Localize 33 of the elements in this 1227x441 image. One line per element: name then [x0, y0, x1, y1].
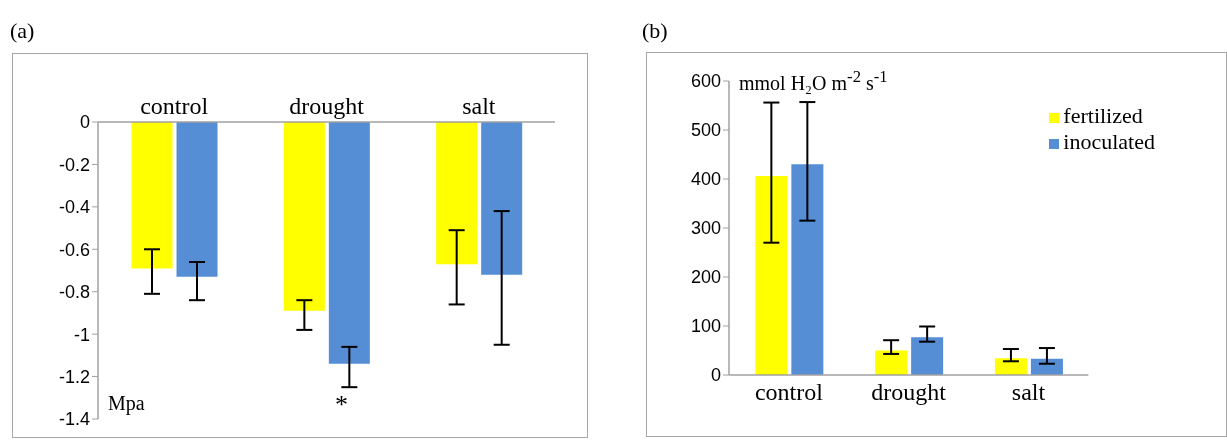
x-tick-label: drought: [289, 93, 365, 119]
y-tick-label: 100: [690, 316, 721, 337]
bar: [875, 350, 908, 375]
bar: [755, 176, 788, 375]
legend-label: inoculated: [1063, 129, 1155, 154]
x-tick-label: control: [140, 93, 209, 119]
bar: [791, 164, 824, 375]
x-tick-label: salt: [462, 93, 496, 119]
chart-title: (a): [10, 18, 35, 44]
y-tick-label: -0.6: [58, 239, 90, 260]
y-tick-label: 0: [79, 112, 90, 133]
y-tick-label: -1.2: [58, 366, 90, 387]
chart-title: (b): [642, 18, 668, 44]
y-tick-label: 200: [690, 267, 721, 288]
x-tick-label: control: [754, 379, 824, 406]
y-axis-title: mmol H₂O m$^{-2}$ s$^{-1}$: [739, 67, 888, 95]
x-tick-label: salt: [1011, 379, 1046, 406]
y-tick-label: 600: [690, 71, 721, 92]
y-tick-label: -0.8: [58, 282, 90, 303]
x-tick-label: drought: [871, 379, 947, 406]
y-axis-title: Mpa: [108, 392, 145, 415]
y-tick-label: -1.4: [58, 409, 90, 430]
y-tick-label: 500: [690, 120, 721, 141]
y-tick-label: -0.2: [58, 154, 90, 175]
y-tick-label: 400: [690, 169, 721, 190]
y-tick-label: -0.4: [58, 197, 90, 218]
y-tick-label: -1: [73, 324, 90, 345]
legend-label: fertilized: [1063, 103, 1143, 128]
bar: [994, 358, 1027, 375]
bar: [911, 337, 944, 375]
y-tick-label: 0: [710, 365, 721, 386]
annotation: *: [335, 390, 348, 420]
y-tick-label: 300: [690, 218, 721, 239]
